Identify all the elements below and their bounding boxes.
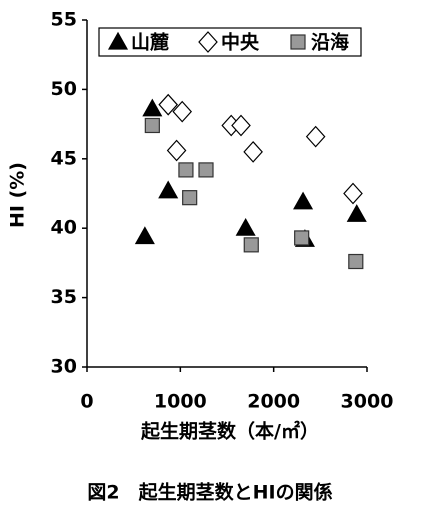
- point: [172, 100, 193, 123]
- point: [305, 125, 326, 148]
- y-tick-label: 50: [51, 78, 77, 100]
- y-tick-label: 45: [51, 147, 77, 169]
- point: [348, 253, 364, 270]
- point: [231, 114, 251, 137]
- point: [158, 180, 179, 199]
- x-tick-label: 3000: [341, 391, 394, 413]
- point: [134, 226, 155, 245]
- y-tick-label: 55: [51, 9, 77, 31]
- y-tick-label: 35: [51, 286, 77, 308]
- legend-marker: [107, 31, 129, 50]
- x-tick-label: 0: [80, 391, 93, 413]
- legend-label: 中央: [221, 31, 260, 54]
- legend-box: [98, 27, 362, 57]
- point: [243, 140, 263, 163]
- x-tick-label: 1000: [154, 391, 207, 413]
- x-tick-label: 2000: [247, 391, 300, 413]
- point: [166, 139, 187, 162]
- point: [294, 230, 310, 246]
- point: [182, 190, 198, 206]
- point: [235, 217, 256, 236]
- point: [142, 98, 163, 117]
- caption: 図2 起生期茎数とHIの関係: [87, 481, 332, 504]
- y-tick-label: 30: [51, 356, 77, 378]
- legend-marker: [290, 34, 306, 50]
- point: [293, 191, 314, 210]
- point: [346, 204, 367, 222]
- legend-label: 山麓: [131, 32, 170, 54]
- x-axis-label: 起生期茎数（本/㎡）: [140, 420, 319, 443]
- point: [178, 162, 194, 178]
- legend-label: 沿海: [311, 31, 349, 54]
- point: [158, 93, 179, 116]
- point: [243, 237, 259, 253]
- point: [198, 162, 214, 178]
- point: [343, 182, 363, 205]
- legend-marker: [198, 31, 218, 53]
- point: [144, 117, 160, 134]
- y-tick-label: 40: [51, 217, 77, 239]
- y-axis-label: HI (%): [7, 162, 29, 228]
